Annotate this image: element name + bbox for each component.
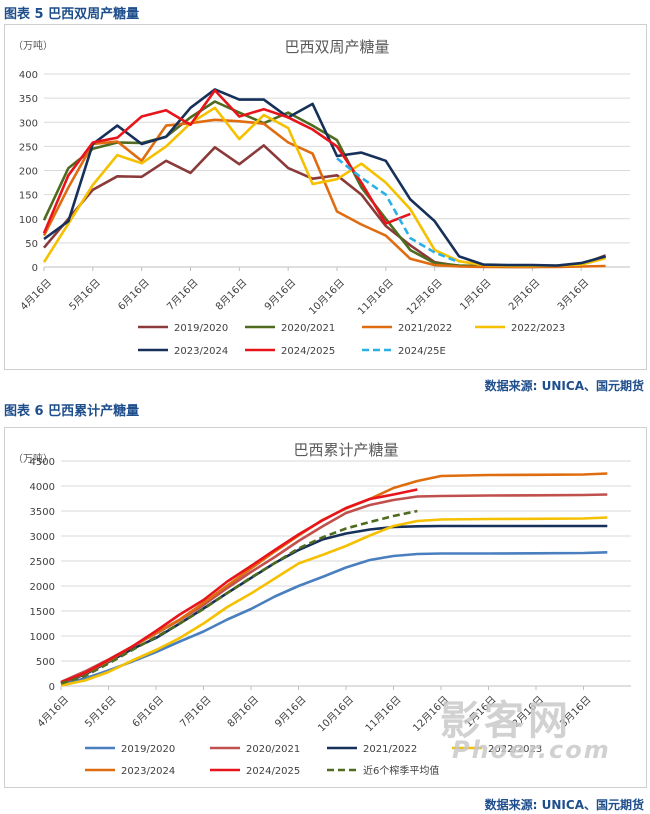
figure1-caption: 图表 5 巴西双周产糖量 xyxy=(4,7,140,22)
legend-label: 2022/2023 xyxy=(511,323,565,334)
x-tick-label: 6月16日 xyxy=(130,694,166,730)
legend-label: 2021/2022 xyxy=(398,323,452,334)
y-tick-label: 250 xyxy=(19,142,38,153)
series-line xyxy=(336,157,460,264)
x-tick-label: 9月16日 xyxy=(272,694,308,730)
x-tick-label: 8月16日 xyxy=(213,277,249,313)
x-tick-label: 4月16日 xyxy=(35,694,71,730)
series-line xyxy=(60,509,418,685)
chart-title: 巴西累计产糖量 xyxy=(293,441,398,459)
y-tick-label: 4000 xyxy=(30,482,55,493)
y-tick-label: 2000 xyxy=(30,582,55,593)
series-line xyxy=(60,551,608,686)
legend-label: 2020/2021 xyxy=(246,744,300,755)
figure1-source: 数据来源: UNICA、国元期货 xyxy=(484,379,644,393)
y-tick-label: 50 xyxy=(25,239,38,250)
x-tick-label: 7月16日 xyxy=(177,694,213,730)
y-tick-label: 1500 xyxy=(30,607,55,618)
series-line xyxy=(43,88,606,267)
legend-label: 2019/2020 xyxy=(121,744,175,755)
x-tick-label: 10月16日 xyxy=(315,694,356,735)
y-tick-label: 350 xyxy=(19,94,38,105)
y-tick-label: 3500 xyxy=(30,507,55,518)
legend-label: 2022/2023 xyxy=(488,744,542,755)
y-tick-label: 3000 xyxy=(30,532,55,543)
y-axis-unit-label: （万吨） xyxy=(13,452,53,465)
series-line xyxy=(60,493,608,684)
legend-label: 2024/2025 xyxy=(281,346,335,357)
y-tick-label: 2500 xyxy=(30,557,55,568)
chart1-svg: 巴西双周产糖量 （万吨） 0 50 100 150 200 250 300 350 400 4月16日… xyxy=(13,38,630,357)
watermark-logo: 影客网 xyxy=(440,698,572,744)
chart1-frame: 巴西双周产糖量 （万吨） 0 50 100 150 200 250 300 350 400 4月16日… xyxy=(4,24,647,370)
x-tick-label: 7月16日 xyxy=(164,277,200,313)
y-tick-label: 300 xyxy=(19,118,38,129)
y-tick-label: 0 xyxy=(49,682,55,693)
legend-label: 2023/2024 xyxy=(121,766,175,777)
series-line xyxy=(42,89,411,234)
chart-title: 巴西双周产糖量 xyxy=(284,38,389,56)
x-tick-label: 5月16日 xyxy=(82,694,118,730)
y-tick-label: 200 xyxy=(19,167,38,178)
x-tick-label: 11月16日 xyxy=(355,277,396,318)
series-line xyxy=(60,488,418,684)
x-tick-label: 9月16日 xyxy=(262,277,298,313)
legend-label: 2020/2021 xyxy=(281,323,335,334)
y-tick-label: 100 xyxy=(19,215,38,226)
series-line xyxy=(43,144,607,269)
x-tick-label: 2月16日 xyxy=(506,277,542,313)
y-tick-label: 150 xyxy=(19,191,38,202)
x-tick-label: 10月16日 xyxy=(306,277,347,318)
x-tick-label: 5月16日 xyxy=(67,277,103,313)
series-line xyxy=(60,516,608,687)
legend-label: 2023/2024 xyxy=(174,346,228,357)
legend-label: 2024/25E xyxy=(398,346,446,357)
y-tick-label: 0 xyxy=(32,263,38,274)
x-tick-label: 3月16日 xyxy=(555,277,591,313)
y-axis-unit-label: （万吨） xyxy=(13,39,53,52)
legend-label: 2024/2025 xyxy=(246,766,300,777)
chart2-svg: 巴西累计产糖量 （万吨） 0 500 1000 1500 2000 2500 3000 3500 4… xyxy=(13,441,631,777)
y-tick-label: 1000 xyxy=(30,632,55,643)
x-tick-label: 6月16日 xyxy=(116,277,152,313)
chart2-frame: 巴西累计产糖量 （万吨） 0 500 1000 1500 2000 2500 3000 3500 4… xyxy=(4,427,647,788)
y-tick-label: 4500 xyxy=(30,457,55,468)
legend-label: 近6个榨季平均值 xyxy=(363,764,439,777)
y-tick-label: 500 xyxy=(36,657,55,668)
x-tick-label: 4月16日 xyxy=(18,277,54,313)
legend-label: 2019/2020 xyxy=(174,323,228,334)
x-tick-label: 8月16日 xyxy=(225,694,261,730)
series-line xyxy=(60,472,608,685)
watermark-site: Phoer.com xyxy=(452,736,611,764)
legend-label: 2021/2022 xyxy=(363,744,417,755)
x-tick-label: 11月16日 xyxy=(363,694,404,735)
figure2-caption: 图表 6 巴西累计产糖量 xyxy=(4,404,140,419)
x-tick-label: 12月16日 xyxy=(404,277,445,318)
y-tick-label: 400 xyxy=(19,70,38,81)
figure2-source: 数据来源: UNICA、国元期货 xyxy=(484,798,644,812)
x-tick-label: 1月16日 xyxy=(457,277,493,313)
